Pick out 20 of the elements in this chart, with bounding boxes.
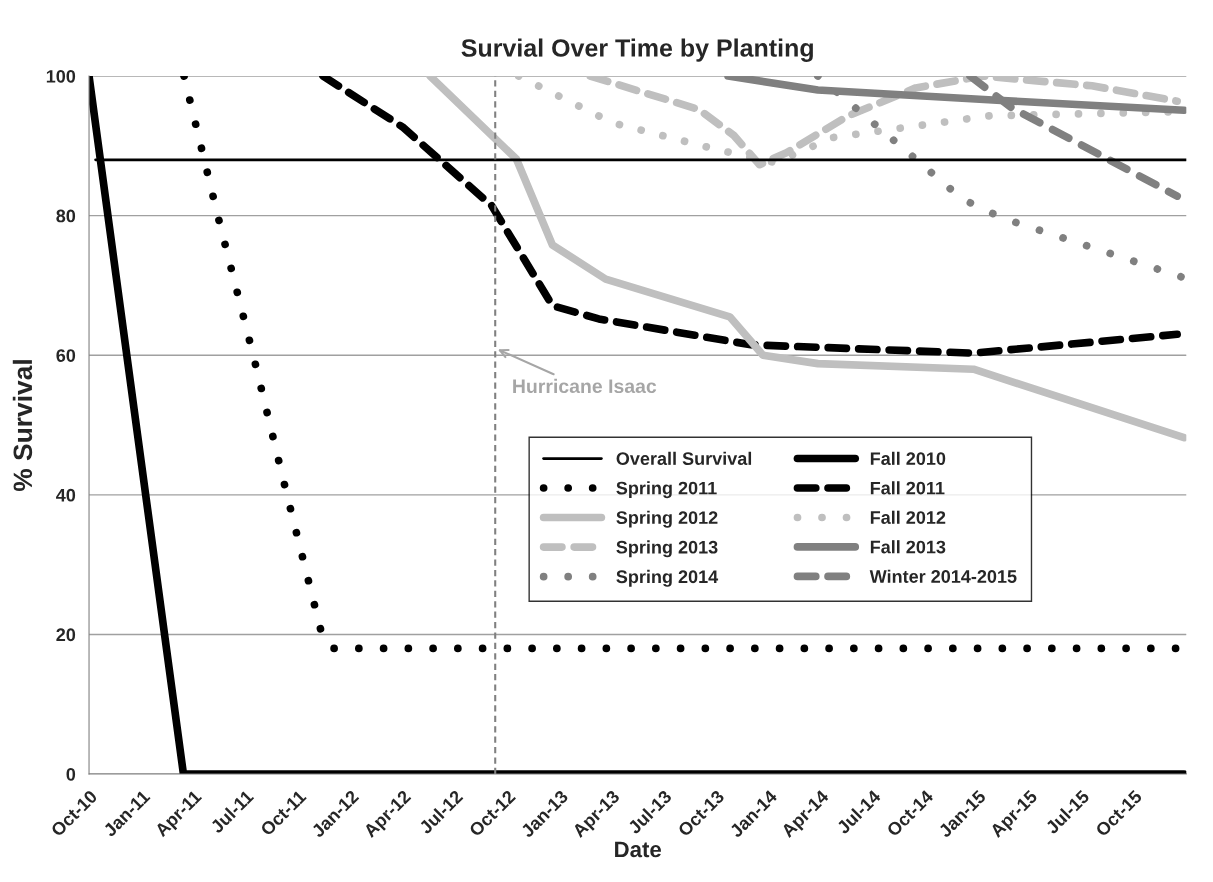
legend-label: Spring 2014 (616, 569, 719, 587)
legend-label: Fall 2013 (870, 540, 946, 554)
legend-label: Fall 2012 (870, 510, 946, 524)
y-tick-label: 0 (66, 767, 76, 781)
y-tick-label: 100 (46, 69, 76, 83)
y-axis-title: % Survival (12, 360, 33, 492)
legend-label: Fall 2010 (870, 451, 946, 466)
legend-label: Spring 2012 (616, 510, 718, 528)
legend-label: Fall 2011 (870, 481, 945, 495)
legend-label: Overall Survival (616, 451, 752, 466)
y-tick-label: 80 (56, 209, 76, 223)
y-tick-label: 20 (56, 628, 76, 642)
chart-title: Survial Over Time by Planting (461, 38, 813, 62)
y-tick-label: 40 (56, 488, 76, 502)
legend-label: Spring 2011 (616, 481, 717, 499)
y-tick-label: 60 (56, 349, 76, 362)
legend-label: Winter 2014-2015 (869, 569, 1017, 583)
annotation: Hurricane Isaac (513, 378, 657, 394)
x-axis-title: Date (615, 841, 661, 858)
legend-label: Spring 2013 (616, 540, 718, 558)
